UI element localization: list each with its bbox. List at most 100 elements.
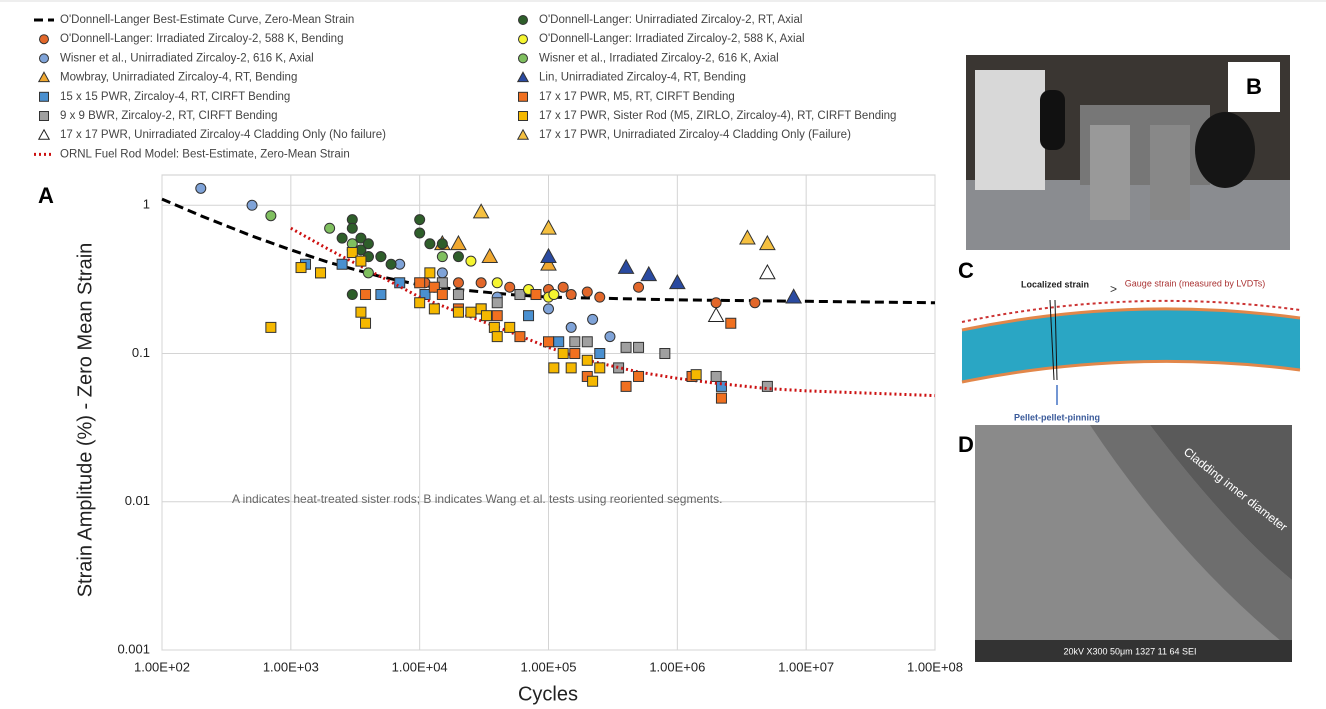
data-point: [295, 262, 307, 274]
legend-swatch: [518, 91, 528, 102]
data-point: [362, 267, 374, 279]
data-point: [414, 297, 426, 309]
data-point: [594, 362, 606, 374]
data-point: [346, 222, 358, 234]
data-point: [452, 277, 464, 289]
data-point: [758, 264, 776, 280]
data-point: [540, 219, 557, 235]
diagram-label: Pellet-pellet-pinning: [1014, 412, 1100, 422]
diagram-label: Gauge strain (measured by LVDTs): [1125, 278, 1265, 288]
data-point: [465, 255, 477, 267]
data-point: [375, 251, 387, 263]
legend-label: 9 x 9 BWR, Zircaloy-2, RT, CIRFT Bending: [60, 110, 278, 122]
data-point: [553, 336, 565, 348]
data-point: [617, 258, 635, 274]
data-point: [346, 247, 358, 259]
x-axis-label: Cycles: [518, 683, 578, 705]
data-point: [548, 289, 560, 301]
data-point: [749, 297, 761, 309]
data-point: [710, 297, 722, 309]
data-point: [569, 336, 581, 348]
x-tick-label: 1.00E+02: [134, 659, 190, 674]
legend-label: O'Donnell-Langer Best-Estimate Curve, Ze…: [60, 14, 354, 26]
legend-swatch: [518, 34, 528, 45]
data-point: [491, 331, 503, 343]
data-point: [739, 229, 756, 245]
data-point: [195, 182, 207, 194]
data-point: [315, 267, 327, 279]
y-tick-label: 1: [143, 197, 150, 212]
data-point: [504, 321, 516, 333]
legend-swatch: [37, 128, 51, 140]
x-tick-label: 1.00E+04: [392, 659, 448, 674]
data-point: [587, 375, 599, 387]
data-point: [565, 321, 577, 333]
data-point: [523, 310, 535, 322]
data-point: [481, 247, 499, 264]
legend-label: Mowbray, Unirradiated Zircaloy-4, RT, Be…: [60, 72, 297, 84]
data-point: [472, 203, 490, 219]
data-point: [355, 306, 367, 318]
legend-swatch: [518, 15, 528, 25]
data-point: [346, 289, 358, 301]
x-tick-label: 1.00E+07: [778, 659, 834, 674]
legend-label: Wisner et al., Irradiated Zircaloy-2, 61…: [539, 52, 779, 64]
data-point: [569, 348, 581, 360]
data-point: [246, 199, 258, 211]
data-point: [436, 251, 448, 263]
legend-label: O'Donnell-Langer: Irradiated Zircaloy-2,…: [60, 33, 343, 45]
data-point: [565, 362, 577, 374]
data-point: [360, 289, 372, 301]
cladding-diagram: [961, 299, 1301, 405]
data-point: [540, 247, 557, 264]
data-point: [450, 234, 467, 251]
data-point: [761, 380, 773, 392]
data-point: [715, 392, 727, 404]
data-point: [548, 362, 560, 374]
data-point: [394, 277, 406, 289]
data-point: [265, 321, 277, 333]
legend-swatch: [516, 128, 530, 140]
data-point: [613, 362, 625, 374]
legend-swatch: [39, 111, 49, 121]
data-point: [543, 336, 554, 348]
data-point: [424, 267, 436, 279]
data-point: [557, 348, 569, 360]
data-point: [385, 258, 397, 270]
data-point: [785, 288, 803, 304]
sem-image: [975, 425, 1292, 662]
panel-label: A: [38, 183, 54, 208]
data-point: [594, 348, 606, 360]
data-point: [557, 281, 569, 293]
legend-label: 17 x 17 PWR, Unirradiated Zircaloy-4 Cla…: [539, 129, 851, 141]
data-point: [758, 234, 776, 251]
data-point: [436, 238, 448, 250]
data-point: [491, 297, 503, 309]
panel-label: D: [958, 432, 974, 457]
legend-label: Wisner et al., Unirradiated Zircaloy-2, …: [60, 52, 314, 64]
legend-label: 17 x 17 PWR, M5, RT, CIRFT Bending: [539, 91, 735, 103]
data-point: [452, 251, 464, 263]
data-point: [424, 238, 436, 250]
data-point: [504, 281, 516, 293]
data-point: [480, 310, 492, 322]
legend-swatch: [39, 53, 49, 64]
legend-swatch: [37, 71, 51, 83]
legend-label: 17 x 17 PWR, Sister Rod (M5, ZIRLO, Zirc…: [539, 110, 896, 122]
legend-label: O'Donnell-Langer: Irradiated Zircaloy-2,…: [539, 33, 805, 45]
legend-swatch: [516, 71, 530, 83]
data-point: [428, 303, 440, 315]
x-tick-label: 1.00E+03: [263, 659, 319, 674]
legend-swatch: [39, 91, 49, 102]
x-tick-label: 1.00E+08: [907, 659, 963, 674]
data-point: [633, 341, 645, 353]
photo-b: [966, 55, 1290, 250]
data-point: [633, 281, 645, 293]
data-point: [530, 289, 542, 301]
data-point: [710, 370, 722, 382]
data-point: [565, 289, 577, 301]
y-axis-label: Strain Amplitude (%) - Zero Mean Strain: [74, 243, 96, 598]
data-point: [707, 306, 725, 323]
data-point: [491, 310, 503, 322]
